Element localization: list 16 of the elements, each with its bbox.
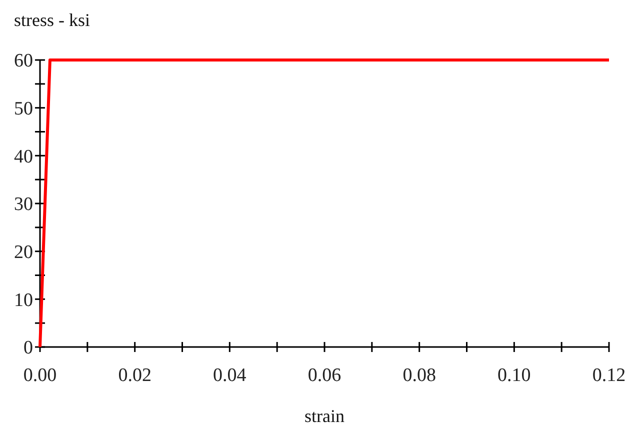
x-tick-label: 0.04 [213, 365, 247, 386]
y-tick-label: 30 [14, 194, 33, 216]
y-tick-label: 0 [24, 338, 33, 359]
x-tick-label: 0.08 [402, 365, 436, 386]
y-tick-label: 40 [14, 146, 33, 168]
x-axis-title: strain [304, 406, 344, 426]
x-tick-label: 0.06 [308, 365, 342, 386]
x-tick-label: 0.10 [498, 365, 531, 386]
y-tick-label: 60 [14, 50, 33, 72]
x-tick-label: 0.00 [23, 365, 57, 386]
y-tick-label: 50 [14, 98, 33, 120]
x-tick-label: 0.02 [118, 365, 152, 386]
x-tick-label: 0.12 [592, 365, 626, 386]
y-axis-title: stress - ksi [14, 10, 90, 30]
y-tick-label: 10 [14, 290, 33, 311]
y-tick-label: 20 [14, 242, 33, 263]
